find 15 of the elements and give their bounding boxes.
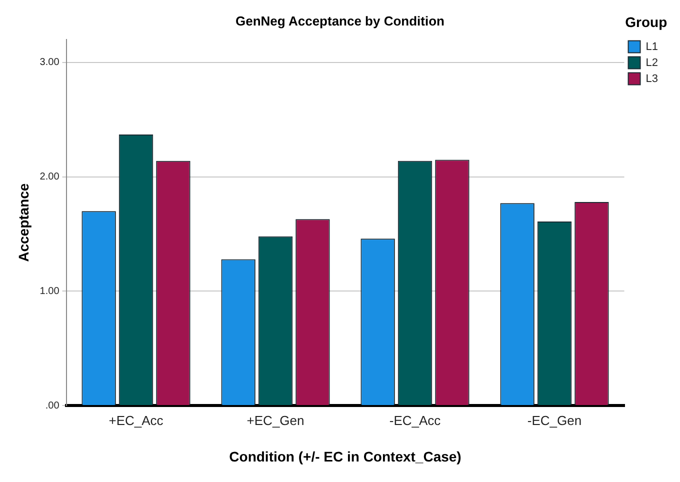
y-tick-label: 2.00 bbox=[40, 172, 60, 183]
x-tick-label: -EC_Acc bbox=[389, 412, 442, 428]
y-axis-title: Acceptance bbox=[15, 183, 32, 262]
legend-label: L1 bbox=[646, 40, 658, 53]
chart-title: GenNeg Acceptance by Condition bbox=[236, 13, 445, 28]
x-tick-label: +EC_Gen bbox=[246, 412, 304, 428]
x-tick-label: +EC_Acc bbox=[108, 412, 164, 428]
legend-title: Group bbox=[625, 14, 668, 30]
legend-label: L2 bbox=[646, 56, 658, 69]
legend-label: L3 bbox=[646, 72, 658, 85]
y-tick-label: .00 bbox=[45, 400, 60, 412]
y-tick-label: 3.00 bbox=[40, 57, 60, 68]
x-axis-title: Condition (+/- EC in Context_Case) bbox=[229, 448, 462, 464]
x-tick-label: -EC_Gen bbox=[527, 412, 582, 428]
y-tick-label: 1.00 bbox=[40, 286, 60, 297]
